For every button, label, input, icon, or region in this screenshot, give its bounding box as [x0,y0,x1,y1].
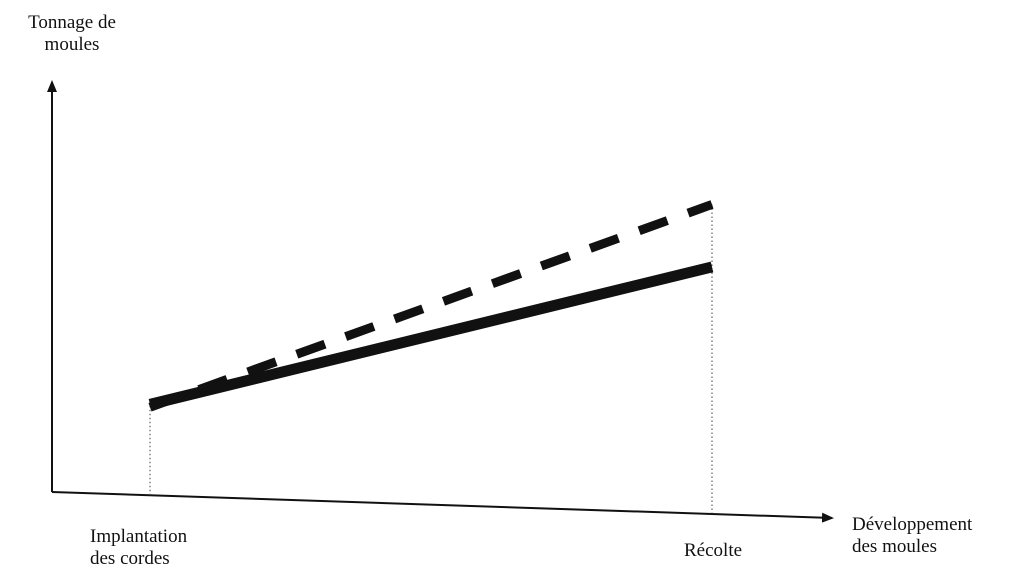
y-axis-label-line-2: moules [8,34,136,56]
x-axis-label: Développement des moules [852,514,972,558]
guide-lines [150,204,712,514]
y-axis-label: Tonnage de moules [8,12,136,56]
series [150,204,712,407]
series-line-dashed [150,204,712,407]
axes [52,82,832,518]
x-tick-label-recolte-line-1: Récolte [684,540,742,562]
x-axis [52,492,832,518]
y-axis-label-line-1: Tonnage de [8,12,136,34]
x-axis-label-line-1: Développement [852,514,972,536]
x-tick-label-implantation-line-1: Implantation [90,526,187,548]
x-tick-label-implantation-line-2: des cordes [90,548,187,570]
x-tick-label-implantation: Implantation des cordes [90,526,187,570]
series-line-solid [150,267,712,404]
x-tick-label-recolte: Récolte [684,540,742,562]
x-axis-label-line-2: des moules [852,536,972,558]
